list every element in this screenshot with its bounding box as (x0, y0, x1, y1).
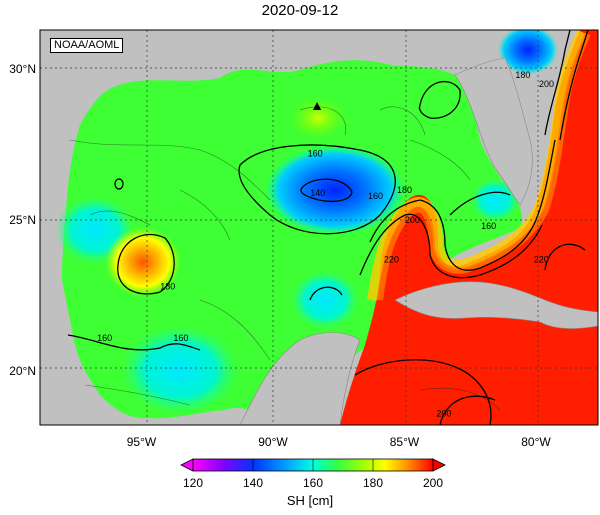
florida-landmass (454, 57, 533, 206)
lat-label: 30°N (9, 62, 36, 76)
lon-label: 95°W (127, 435, 157, 449)
anticyclonic-eddy (105, 227, 181, 297)
lon-label: 80°W (521, 435, 551, 449)
contour-label: 140 (310, 188, 325, 198)
contour-label: 180 (160, 281, 175, 291)
contour-label: 160 (308, 149, 323, 159)
colorbar-tick-label: 180 (363, 476, 383, 490)
lon-label: 85°W (390, 435, 420, 449)
contour-label: 200 (539, 79, 554, 89)
contour-label: 160 (481, 221, 496, 231)
graticule (40, 30, 598, 425)
warm-current-inner (377, 32, 591, 301)
contour-label: 160 (97, 333, 112, 343)
colorbar-ticks: 120 140 160 180 200 (183, 459, 443, 490)
contour-label: 200 (436, 408, 451, 418)
cyan-patch-1 (120, 325, 240, 415)
contour-label: 220 (384, 254, 399, 264)
colorbar-tick-label: 120 (183, 476, 203, 490)
lat-label: 25°N (9, 213, 36, 227)
credit-label: NOAA/AOML (50, 38, 124, 53)
contour-label: 180 (397, 185, 412, 195)
caribbean-water (340, 30, 598, 425)
contour-label: 160 (368, 191, 383, 201)
colorbar-title: SH [cm] (286, 493, 334, 508)
map-frame (39, 29, 599, 426)
lon-label: 90°W (258, 435, 288, 449)
map-title: 2020-09-12 (261, 2, 339, 19)
contour-labels: 160 140 160 180 200 220 160 180 160 160 180 200 220 2… (97, 70, 554, 418)
cuba-landmass (394, 281, 598, 329)
station-marker-icon: ▲ (310, 97, 324, 113)
colorbar-tick-label: 160 (303, 476, 323, 490)
yucatan-landmass (239, 332, 361, 425)
cyclonic-eddy (265, 145, 405, 235)
minor-contours (69, 106, 501, 411)
colorbar-tick-label: 200 (423, 476, 443, 490)
cyan-patch-3 (290, 270, 360, 330)
blue-patch-ne (498, 30, 558, 75)
warm-current-edge (367, 30, 587, 301)
colorbar-min-arrow (180, 458, 194, 472)
axis-labels: 30°N 25°N 20°N 95°W 90°W 85°W 80°W (9, 62, 551, 449)
lat-label: 20°N (9, 364, 36, 378)
contour-label: 200 (405, 215, 420, 225)
colorbar-max-arrow (432, 458, 446, 472)
colorbar: 120 140 160 180 200 (180, 458, 446, 490)
contour-label: 160 (173, 333, 188, 343)
cyan-patch-4 (470, 178, 520, 222)
yellow-patch (288, 96, 348, 140)
contour-label: 220 (534, 254, 549, 264)
colorbar-tick-label: 140 (243, 476, 263, 490)
contour-label: 180 (515, 70, 530, 80)
contour-lines (67, 30, 589, 425)
